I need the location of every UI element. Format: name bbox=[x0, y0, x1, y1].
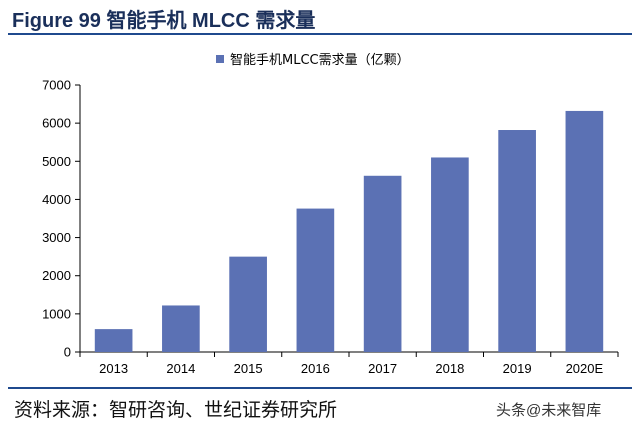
y-tick-label: 5000 bbox=[42, 154, 71, 169]
x-tick-label: 2013 bbox=[99, 361, 128, 376]
x-tick-label: 2014 bbox=[166, 361, 195, 376]
y-tick-label: 3000 bbox=[42, 230, 71, 245]
bar-2014 bbox=[162, 305, 200, 352]
source-note: 资料来源：智研咨询、世纪证券研究所 bbox=[14, 399, 338, 421]
y-tick-label: 6000 bbox=[42, 116, 71, 131]
footer-rule bbox=[8, 387, 632, 389]
x-tick-label: 2017 bbox=[368, 361, 397, 376]
y-tick-label: 0 bbox=[64, 345, 71, 360]
bar-2016 bbox=[296, 208, 335, 352]
x-tick-label: 2019 bbox=[503, 361, 532, 376]
y-tick-label: 7000 bbox=[42, 78, 71, 93]
y-tick-label: 2000 bbox=[42, 268, 71, 283]
y-tick-label: 4000 bbox=[42, 192, 71, 207]
x-tick-label: 2016 bbox=[301, 361, 330, 376]
bar-2015 bbox=[229, 256, 267, 352]
x-tick-label: 2018 bbox=[435, 361, 464, 376]
x-tick-label: 2015 bbox=[234, 361, 263, 376]
title-rule bbox=[8, 33, 632, 35]
y-tick-label: 1000 bbox=[42, 306, 71, 321]
bar-2017 bbox=[363, 175, 402, 352]
x-tick-label: 2020E bbox=[566, 361, 604, 376]
bar-2018 bbox=[431, 157, 469, 352]
bar-2013 bbox=[94, 329, 133, 352]
legend-swatch bbox=[216, 55, 224, 63]
watermark: 头条@未来智库 bbox=[496, 402, 602, 419]
bar-2020E bbox=[565, 110, 604, 353]
figure-title: Figure 99 智能手机 MLCC 需求量 bbox=[12, 10, 316, 32]
legend-label: 智能手机MLCC需求量（亿颗） bbox=[230, 53, 410, 68]
bar-2019 bbox=[498, 130, 536, 352]
